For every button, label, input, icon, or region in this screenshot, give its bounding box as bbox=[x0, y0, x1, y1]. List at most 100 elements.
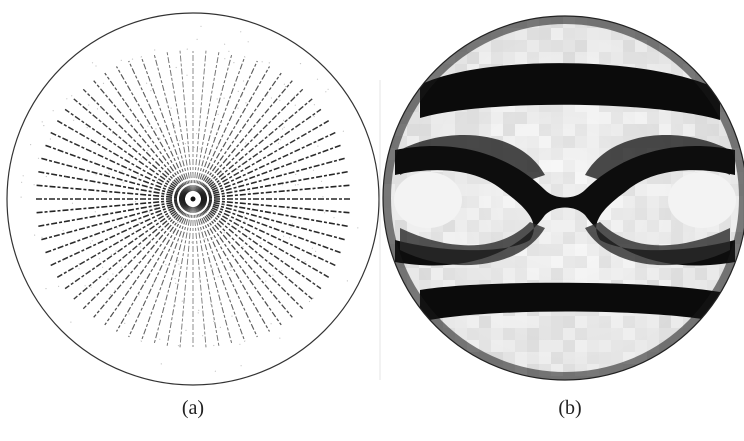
vector-field-dot bbox=[228, 224, 229, 225]
intensity-block bbox=[575, 148, 587, 160]
vector-field-dot bbox=[66, 98, 67, 99]
intensity-block bbox=[503, 340, 515, 352]
vector-field-dot bbox=[177, 260, 178, 261]
vector-field-dot bbox=[233, 62, 234, 63]
intensity-block bbox=[599, 40, 611, 52]
intensity-block bbox=[527, 268, 539, 280]
vector-field-dot bbox=[309, 301, 310, 302]
vector-field-dot bbox=[175, 278, 176, 279]
vector-field-dot bbox=[212, 237, 213, 238]
vector-field-dot bbox=[325, 91, 326, 92]
intensity-block bbox=[671, 316, 683, 328]
intensity-block bbox=[539, 112, 551, 124]
vector-field-dot bbox=[220, 327, 221, 328]
intensity-block bbox=[479, 52, 491, 64]
vector-field-dot bbox=[239, 344, 240, 345]
vector-field-dot bbox=[347, 280, 348, 281]
vector-field-dot bbox=[122, 182, 123, 183]
intensity-block bbox=[587, 268, 599, 280]
vector-field-dot bbox=[124, 323, 125, 324]
vector-field-dot bbox=[268, 109, 269, 110]
intensity-block bbox=[599, 328, 611, 340]
vector-field-dot bbox=[138, 262, 139, 263]
intensity-block bbox=[623, 268, 635, 280]
intensity-block bbox=[611, 316, 623, 328]
vector-field-dot bbox=[95, 211, 96, 212]
vector-field-dot bbox=[221, 172, 222, 173]
intensity-block bbox=[479, 184, 491, 196]
vector-field-dot bbox=[179, 140, 180, 141]
vector-field-dot bbox=[311, 255, 312, 256]
vector-field-dot bbox=[209, 165, 210, 166]
intensity-block bbox=[635, 196, 647, 208]
vector-field-dot bbox=[150, 240, 151, 241]
intensity-block bbox=[611, 268, 623, 280]
vector-field-dot bbox=[237, 224, 238, 225]
intensity-block bbox=[575, 352, 587, 364]
vector-field-dot bbox=[197, 39, 198, 40]
intensity-block bbox=[575, 268, 587, 280]
vector-field-dot bbox=[223, 204, 224, 205]
vector-field-dot bbox=[185, 330, 186, 331]
vector-field-dot bbox=[324, 212, 325, 213]
intensity-block bbox=[551, 256, 563, 268]
vector-field-dot bbox=[290, 227, 291, 228]
intensity-block bbox=[575, 256, 587, 268]
vector-field-dot bbox=[314, 104, 315, 105]
vector-field-dot bbox=[284, 84, 285, 85]
intensity-block bbox=[599, 316, 611, 328]
vector-field-dot bbox=[72, 203, 73, 204]
vector-field-dot bbox=[205, 238, 206, 239]
intensity-block bbox=[515, 124, 527, 136]
intensity-block bbox=[599, 124, 611, 136]
intensity-block bbox=[491, 40, 503, 52]
intensity-block bbox=[575, 220, 587, 232]
intensity-block bbox=[527, 124, 539, 136]
vector-field-dot bbox=[215, 171, 216, 172]
vector-field-dot bbox=[213, 321, 214, 322]
intensity-block bbox=[647, 220, 659, 232]
vector-field-dot bbox=[240, 31, 241, 32]
intensity-block bbox=[623, 40, 635, 52]
vector-field-dot bbox=[132, 59, 133, 60]
intensity-block bbox=[695, 124, 707, 136]
vector-field-dot bbox=[198, 278, 199, 279]
vector-field-dot bbox=[245, 102, 246, 103]
vector-field-dot bbox=[173, 231, 174, 232]
intensity-block bbox=[503, 40, 515, 52]
vector-field-dot bbox=[317, 79, 318, 80]
intensity-block bbox=[611, 52, 623, 64]
vector-field-dot bbox=[192, 172, 193, 173]
vector-field-dot bbox=[92, 62, 93, 63]
intensity-block bbox=[455, 124, 467, 136]
vector-field-dot bbox=[284, 127, 285, 128]
intensity-block bbox=[575, 244, 587, 256]
vector-field-dot bbox=[140, 246, 141, 247]
vector-field-dot bbox=[219, 214, 220, 215]
vector-field-dot bbox=[122, 170, 123, 171]
vector-field-dot bbox=[281, 270, 282, 271]
panel-b-intensity-map bbox=[383, 16, 744, 380]
intensity-block bbox=[527, 28, 539, 40]
vector-field-dot bbox=[87, 227, 88, 228]
intensity-block bbox=[635, 184, 647, 196]
intensity-block bbox=[515, 340, 527, 352]
intensity-block bbox=[683, 268, 695, 280]
vector-field-dot bbox=[317, 140, 318, 141]
intensity-block bbox=[635, 124, 647, 136]
vector-field-dot bbox=[97, 108, 98, 109]
vector-field-dot bbox=[219, 236, 220, 237]
intensity-block bbox=[599, 52, 611, 64]
intensity-block bbox=[563, 244, 575, 256]
vector-field-dot bbox=[91, 287, 92, 288]
intensity-block bbox=[599, 340, 611, 352]
vector-field-dot bbox=[204, 259, 205, 260]
vector-field-dot bbox=[161, 363, 162, 364]
intensity-block bbox=[563, 268, 575, 280]
intensity-block bbox=[563, 352, 575, 364]
vector-field-dot bbox=[332, 161, 333, 162]
intensity-block bbox=[467, 316, 479, 328]
vector-field-dot bbox=[147, 150, 148, 151]
intensity-block bbox=[683, 124, 695, 136]
vector-field-dot bbox=[46, 176, 47, 177]
